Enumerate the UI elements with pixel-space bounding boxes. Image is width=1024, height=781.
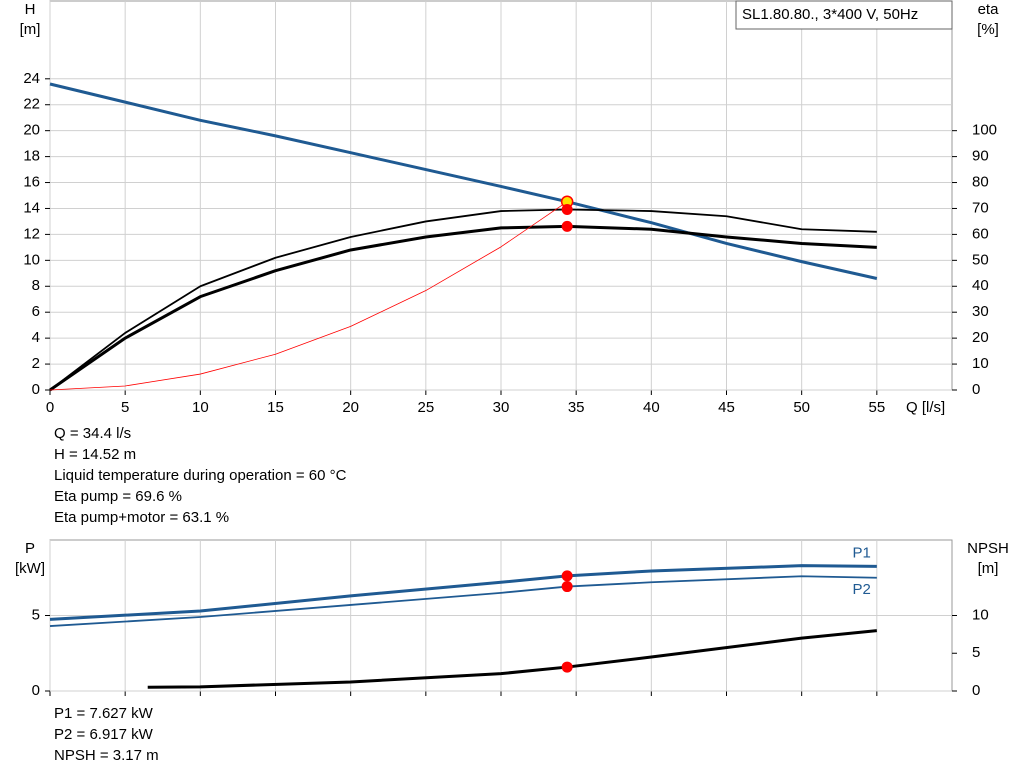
y-tick-label: 8	[32, 277, 40, 294]
y2-axis-unit: [m]	[978, 560, 999, 577]
annotation: Liquid temperature during operation = 60…	[54, 467, 347, 484]
y2-tick-label: 40	[972, 277, 989, 294]
y2-tick-label: 100	[972, 122, 997, 139]
x-tick-label: 50	[793, 399, 810, 416]
y-axis-label: H	[25, 1, 36, 18]
x-axis-label: Q [l/s]	[906, 399, 945, 416]
y2-axis-label: NPSH	[967, 540, 1009, 557]
y2-tick-label: 80	[972, 174, 989, 191]
y-axis-unit: [kW]	[15, 560, 45, 577]
y-tick-label: 16	[23, 174, 40, 191]
y-tick-label: 22	[23, 96, 40, 113]
operating-point	[561, 570, 573, 582]
y2-axis-label: eta	[978, 1, 1000, 18]
series-label: P2	[852, 581, 870, 598]
operating-point	[561, 581, 573, 593]
y-tick-label: 6	[32, 303, 40, 320]
curve	[49, 208, 877, 391]
x-tick-label: 55	[868, 399, 885, 416]
y-tick-label: 0	[32, 682, 40, 699]
operating-point	[561, 204, 573, 216]
curve	[49, 201, 568, 391]
annotation: Eta pump+motor = 63.1 %	[54, 509, 229, 526]
annotation: NPSH = 3.17 m	[54, 747, 159, 764]
y2-tick-label: 20	[972, 329, 989, 346]
y-tick-label: 24	[23, 70, 40, 87]
x-tick-label: 5	[121, 399, 129, 416]
annotation: H = 14.52 m	[54, 446, 136, 463]
x-tick-label: 15	[267, 399, 284, 416]
y-axis-label: P	[25, 540, 35, 557]
y-axis-unit: [m]	[20, 21, 41, 38]
y2-tick-label: 0	[972, 381, 980, 398]
y2-tick-label: 0	[972, 682, 980, 699]
curve	[147, 629, 877, 689]
curve	[49, 82, 878, 280]
y-tick-label: 18	[23, 148, 40, 165]
y2-tick-label: 90	[972, 148, 989, 165]
annotation: P1 = 7.627 kW	[54, 705, 154, 722]
y-tick-label: 4	[32, 329, 40, 346]
operating-point	[561, 220, 573, 232]
y2-axis-unit: [%]	[977, 21, 999, 38]
y2-tick-label: 10	[972, 606, 989, 623]
x-tick-label: 45	[718, 399, 735, 416]
legend-box	[735, 0, 953, 30]
x-tick-label: 30	[493, 399, 510, 416]
x-tick-label: 35	[568, 399, 585, 416]
curve	[49, 575, 877, 627]
y-tick-label: 0	[32, 381, 40, 398]
annotation: Eta pump = 69.6 %	[54, 488, 182, 505]
y2-tick-label: 10	[972, 355, 989, 372]
y2-tick-label: 50	[972, 251, 989, 268]
series-label: P1	[852, 545, 870, 562]
operating-point	[561, 661, 573, 673]
y-tick-label: 14	[23, 199, 40, 216]
curve	[49, 224, 877, 392]
x-tick-label: 25	[417, 399, 434, 416]
y2-tick-label: 5	[972, 644, 980, 661]
y-tick-label: 5	[32, 606, 40, 623]
y-tick-label: 2	[32, 355, 40, 372]
x-tick-label: 20	[342, 399, 359, 416]
x-tick-label: 40	[643, 399, 660, 416]
y2-tick-label: 30	[972, 303, 989, 320]
y2-tick-label: 70	[972, 199, 989, 216]
y-tick-label: 12	[23, 225, 40, 242]
y-tick-label: 20	[23, 122, 40, 139]
annotation: P2 = 6.917 kW	[54, 726, 154, 743]
chart-title: SL1.80.80., 3*400 V, 50Hz	[742, 6, 918, 23]
x-tick-label: 0	[46, 399, 54, 416]
annotation: Q = 34.4 l/s	[54, 425, 131, 442]
y-tick-label: 10	[23, 251, 40, 268]
curve	[49, 564, 877, 621]
x-tick-label: 10	[192, 399, 209, 416]
y2-tick-label: 60	[972, 225, 989, 242]
